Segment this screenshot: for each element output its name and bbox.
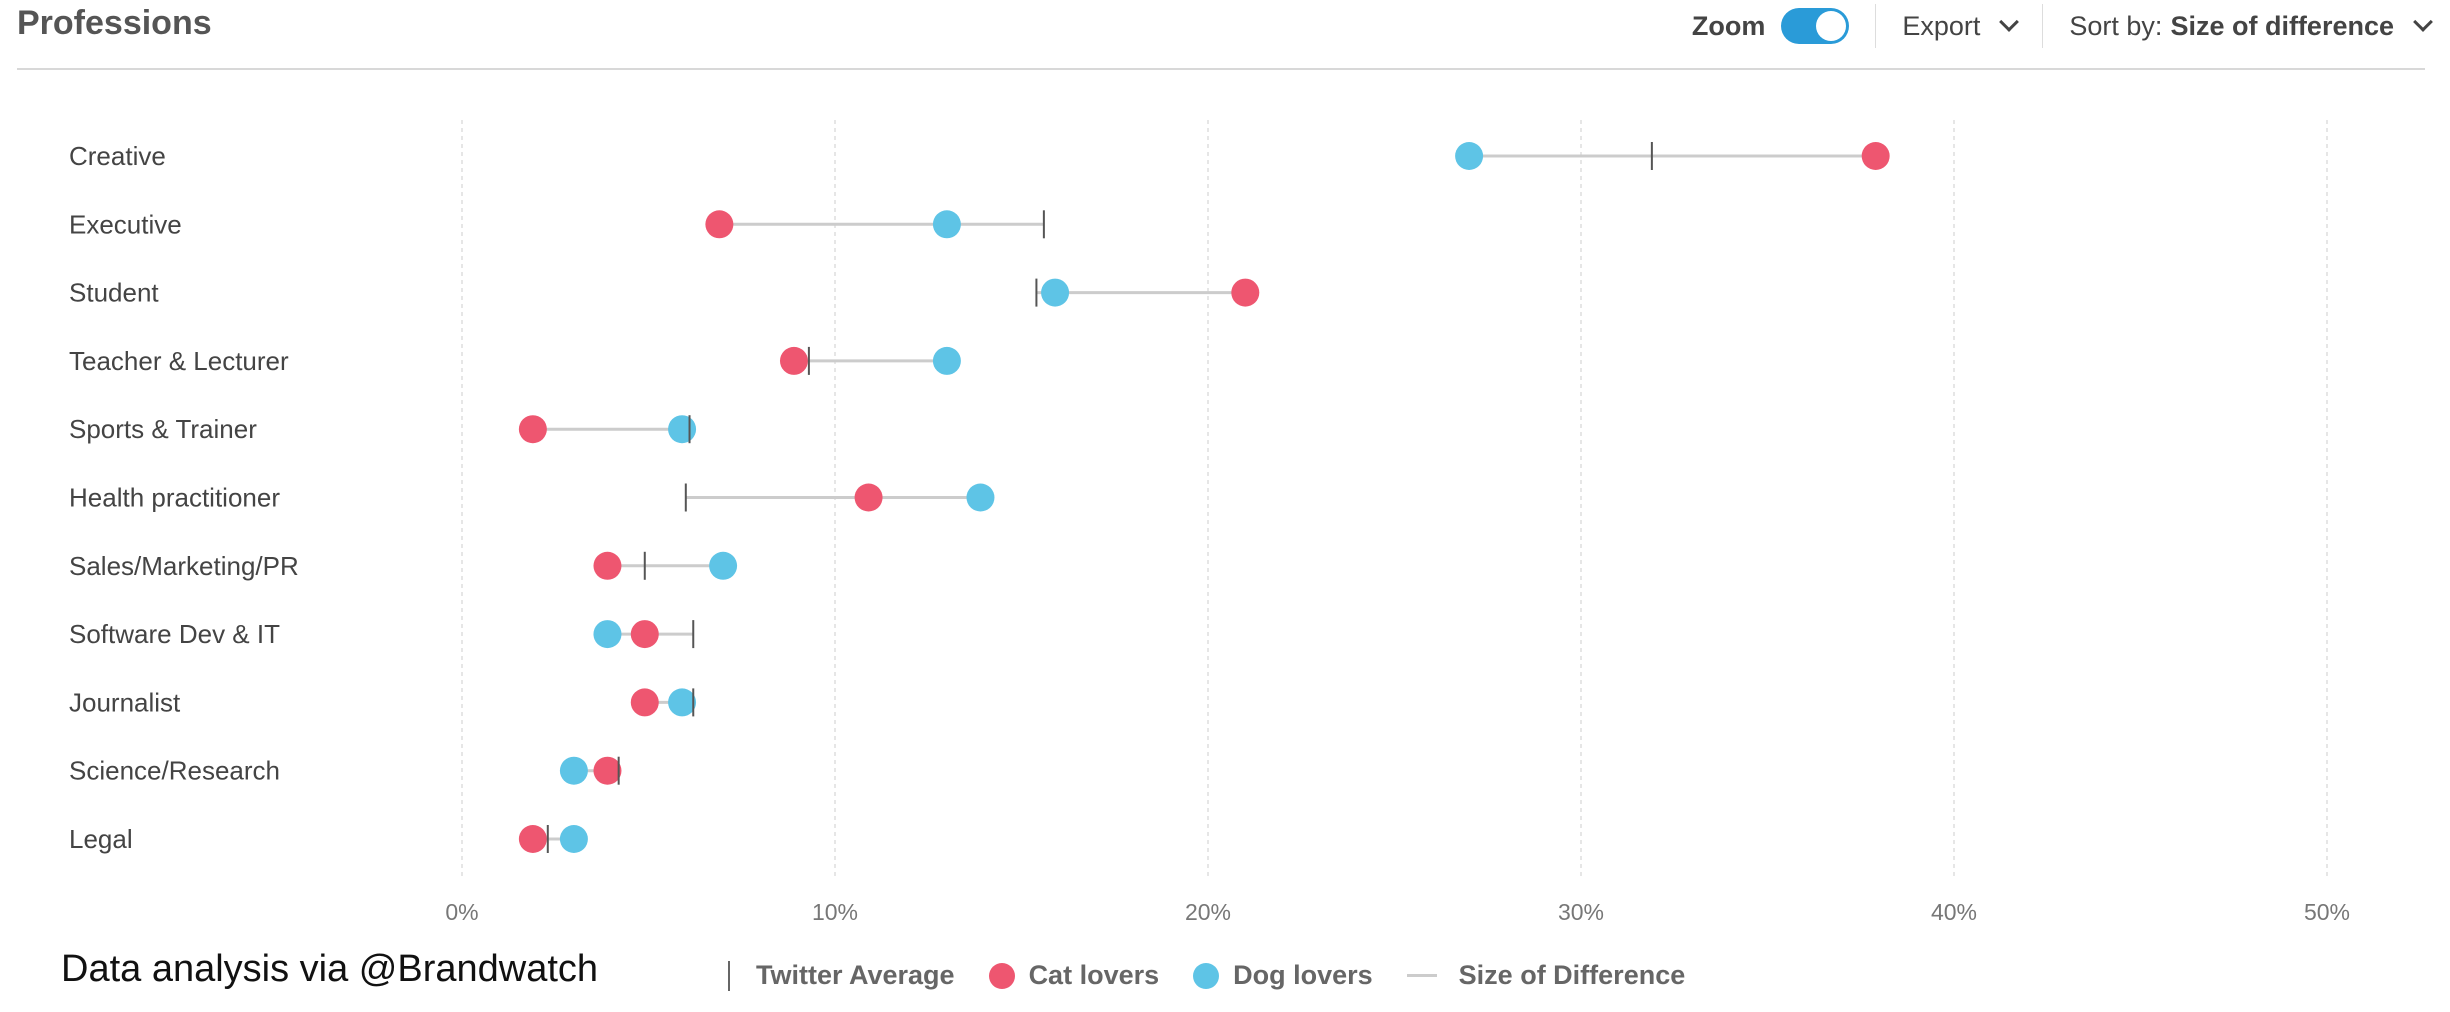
legend-label: Twitter Average — [756, 960, 955, 990]
zoom-toggle[interactable] — [1781, 8, 1850, 44]
category-label: Health practitioner — [69, 483, 280, 513]
header-divider — [17, 68, 2425, 70]
legend-dog-lovers: Dog lovers — [1193, 960, 1373, 991]
legend-label: Size of Difference — [1458, 960, 1686, 990]
dog-lovers-dot — [1455, 142, 1484, 170]
dog-lovers-dot — [668, 688, 697, 717]
legend-label: Dog lovers — [1233, 960, 1373, 990]
category-label: Software Dev & IT — [69, 619, 280, 649]
category-label: Sales/Marketing/PR — [69, 551, 299, 581]
category-label: Science/Research — [69, 756, 280, 786]
sort-value: Size of difference — [2170, 10, 2394, 41]
category-label: Journalist — [69, 687, 181, 717]
legend: Twitter Average Cat lovers Dog lovers Si… — [728, 960, 1719, 991]
x-tick-label: 50% — [2304, 899, 2350, 925]
export-label: Export — [1902, 10, 1981, 41]
page-title: Professions — [17, 4, 212, 42]
cat-lovers-dot — [630, 620, 659, 649]
dog-lovers-dot — [559, 756, 588, 785]
cat-lovers-dot — [854, 483, 883, 512]
cat-lovers-dot — [518, 415, 547, 444]
x-tick-label: 40% — [1931, 899, 1977, 925]
category-label: Creative — [69, 141, 166, 171]
dot-icon — [988, 962, 1015, 989]
dog-lovers-dot — [709, 551, 738, 580]
category-label: Executive — [69, 209, 182, 239]
cat-lovers-dot — [1231, 278, 1260, 307]
dot-icon — [1193, 962, 1220, 989]
x-tick-label: 0% — [445, 899, 478, 925]
zoom-label: Zoom — [1691, 10, 1766, 41]
tick-icon — [728, 960, 730, 991]
dog-lovers-dot — [593, 620, 622, 649]
line-icon — [1406, 974, 1437, 977]
credit-text: Data analysis via @Brandwatch — [61, 948, 599, 990]
toggle-knob — [1816, 11, 1847, 41]
sort-dropdown[interactable]: Sort by: Size of difference — [2069, 10, 2433, 42]
cat-lovers-dot — [779, 346, 808, 375]
separator — [2042, 4, 2044, 48]
category-label: Student — [69, 278, 159, 308]
cat-lovers-dot — [1861, 142, 1890, 170]
dog-lovers-dot — [932, 210, 961, 239]
dog-lovers-dot — [559, 825, 588, 853]
separator — [1875, 4, 1877, 48]
legend-cat-lovers: Cat lovers — [988, 960, 1160, 991]
x-tick-label: 10% — [812, 899, 858, 925]
legend-twitter-average: Twitter Average — [728, 960, 955, 991]
dog-lovers-dot — [1041, 278, 1070, 307]
cat-lovers-dot — [518, 825, 547, 853]
dog-lovers-dot — [932, 346, 961, 375]
cat-lovers-dot — [593, 756, 622, 785]
dog-lovers-dot — [668, 415, 697, 444]
cat-lovers-dot — [630, 688, 659, 717]
category-label: Legal — [69, 824, 133, 854]
export-dropdown[interactable]: Export — [1902, 10, 2020, 42]
cat-lovers-dot — [705, 210, 734, 239]
x-tick-label: 20% — [1185, 899, 1231, 925]
dumbbell-chart: 0% 10% 20% 30% 40% 50% Creative Executive Studen… — [69, 120, 2350, 925]
category-label: Sports & Trainer — [69, 414, 257, 444]
category-label: Teacher & Lecturer — [69, 346, 289, 376]
x-tick-label: 30% — [1558, 899, 1604, 925]
sort-prefix: Sort by: — [2069, 10, 2163, 41]
legend-label: Cat lovers — [1028, 960, 1160, 990]
legend-size-of-difference: Size of Difference — [1406, 960, 1686, 991]
dog-lovers-dot — [966, 483, 995, 512]
cat-lovers-dot — [593, 551, 622, 580]
chart-controls: Zoom Export Sort by: Size of difference — [1691, 4, 2433, 48]
